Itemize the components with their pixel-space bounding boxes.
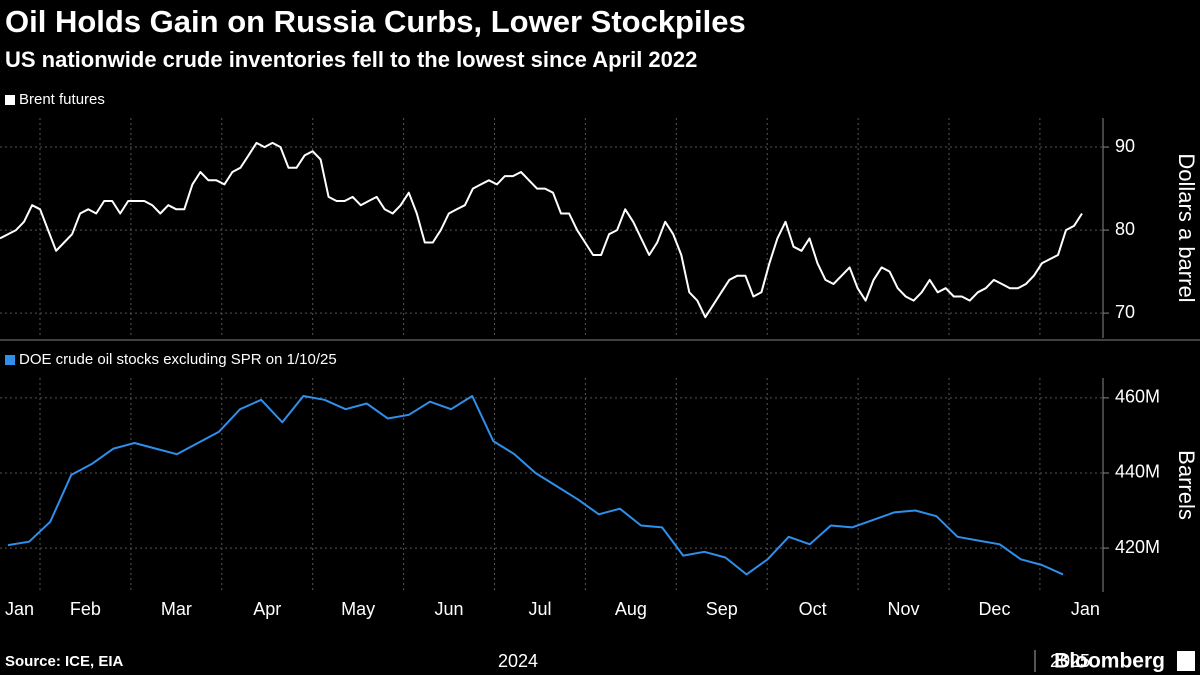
brand: Bloomberg xyxy=(1054,650,1165,673)
legend-swatch xyxy=(5,95,15,105)
x-group-label: 2024 xyxy=(498,651,538,671)
y-tick-label: 90 xyxy=(1115,136,1135,156)
x-tick-label: Sep xyxy=(706,599,738,619)
legend-label: DOE crude oil stocks excluding SPR on 1/… xyxy=(19,351,337,368)
y-axis-title: Barrels xyxy=(1174,450,1199,520)
source: Source: ICE, EIA xyxy=(5,653,124,670)
x-tick-label: May xyxy=(341,599,375,619)
y-tick-label: 80 xyxy=(1115,219,1135,239)
y-axis-title: Dollars a barrel xyxy=(1174,153,1199,302)
y-tick-label: 70 xyxy=(1115,302,1135,322)
x-tick-label: Feb xyxy=(70,599,101,619)
x-tick-label: Apr xyxy=(253,599,281,619)
x-tick-label: Aug xyxy=(615,599,647,619)
y-tick-label: 460M xyxy=(1115,387,1160,407)
legend-swatch xyxy=(5,355,15,365)
x-tick-label: Nov xyxy=(888,599,920,619)
x-tick-label: Dec xyxy=(978,599,1010,619)
x-tick-label: Oct xyxy=(799,599,827,619)
x-tick-label: Jan xyxy=(1071,599,1100,619)
chart-subtitle: US nationwide crude inventories fell to … xyxy=(5,47,697,72)
data-line xyxy=(7,395,1064,576)
x-tick-label: Jan xyxy=(5,599,34,619)
brand-icon xyxy=(1177,651,1195,671)
data-line xyxy=(0,141,1083,319)
x-tick-label: Jul xyxy=(528,599,551,619)
x-tick-label: Jun xyxy=(435,599,464,619)
y-tick-label: 440M xyxy=(1115,462,1160,482)
y-tick-label: 420M xyxy=(1115,537,1160,557)
chart-title: Oil Holds Gain on Russia Curbs, Lower St… xyxy=(5,4,746,39)
x-tick-label: Mar xyxy=(161,599,192,619)
x-group-label: 2025 xyxy=(1050,651,1090,671)
legend-label: Brent futures xyxy=(19,91,105,108)
